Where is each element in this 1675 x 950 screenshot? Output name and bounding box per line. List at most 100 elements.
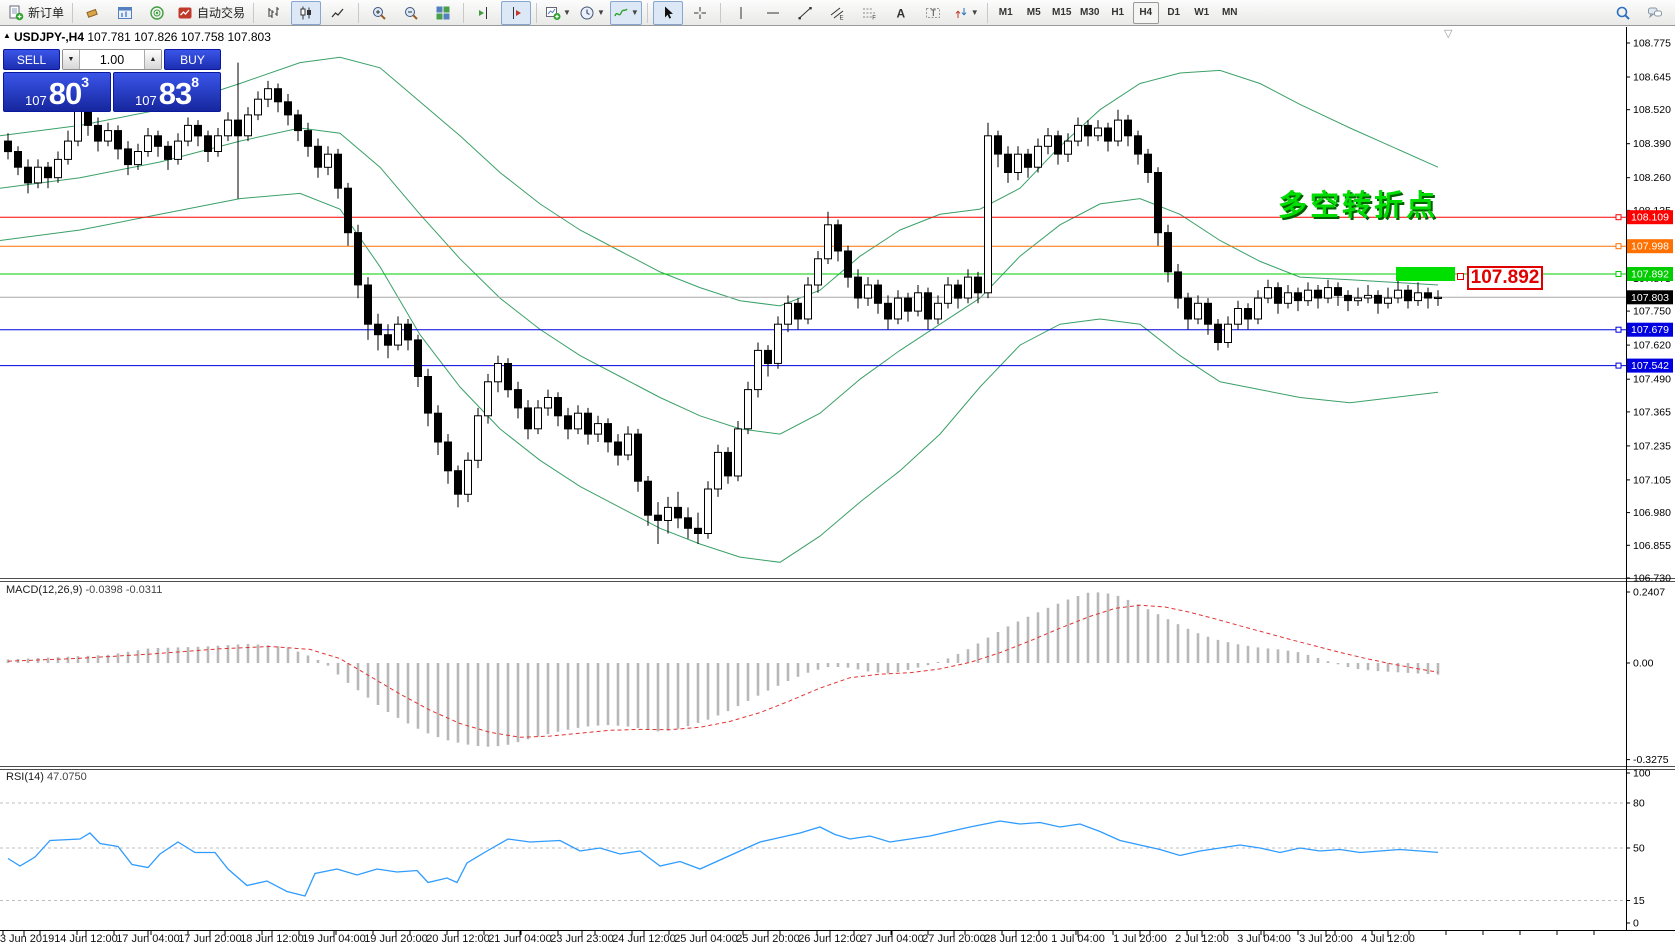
- new-order-icon: [9, 5, 24, 20]
- pane-separators[interactable]: [0, 578, 1675, 770]
- horizontal-line-icon: [766, 12, 779, 13]
- eraser-button[interactable]: [78, 1, 108, 25]
- timeframe-mn-button[interactable]: MN: [1221, 7, 1238, 18]
- indicators-icon: [614, 8, 628, 16]
- svg-text:108.520: 108.520: [1633, 104, 1671, 116]
- zoom-out-icon: [405, 6, 418, 20]
- horizontal-level-lines[interactable]: [0, 214, 1626, 369]
- volume-value[interactable]: 1.00: [99, 52, 125, 67]
- periods-button[interactable]: ▼: [576, 1, 608, 25]
- svg-text:0: 0: [1633, 918, 1639, 930]
- timeframe-m5-button[interactable]: M5: [1026, 7, 1041, 18]
- vertical-line-button[interactable]: [726, 1, 756, 25]
- toolbar-separator: [986, 2, 988, 23]
- chat-icon: [1648, 7, 1662, 18]
- timeframe-m30-button[interactable]: M30: [1079, 7, 1100, 18]
- time-label: 25 Jun 04:00: [674, 933, 738, 945]
- arrows-dropdown-icon[interactable]: ▼: [970, 8, 979, 17]
- time-label: 1 Jul 20:00: [1113, 933, 1167, 945]
- svg-text:107.679: 107.679: [1631, 324, 1669, 336]
- svg-text:80: 80: [1633, 798, 1645, 810]
- arrows-button[interactable]: ▼: [950, 1, 982, 25]
- zoom-out-button[interactable]: [396, 1, 426, 25]
- fibonacci-button[interactable]: F: [854, 1, 884, 25]
- hline-handle[interactable]: [1615, 243, 1622, 250]
- new-order-button[interactable]: 新订单: [5, 1, 67, 25]
- svg-text:50: 50: [1633, 843, 1645, 855]
- chart-shift-button[interactable]: [501, 0, 532, 25]
- svg-text:T: T: [930, 8, 936, 18]
- timeframe-h1-button[interactable]: H1: [1111, 7, 1125, 18]
- timeframe-d1-button[interactable]: D1: [1167, 7, 1181, 18]
- timeframe-m15-button[interactable]: M15: [1051, 7, 1072, 18]
- zoom-in-button[interactable]: [364, 1, 394, 25]
- buy-price-point: 8: [191, 74, 199, 90]
- sell-price-figure: 107: [25, 93, 47, 108]
- hline-handle[interactable]: [1615, 214, 1622, 221]
- periods-dropdown-icon[interactable]: ▼: [596, 8, 605, 17]
- timeframe-m1-button[interactable]: M1: [998, 7, 1013, 18]
- equidistant-channel-icon: E: [830, 7, 843, 21]
- hline-handle[interactable]: [1615, 326, 1622, 333]
- time-label: 3 Jul 04:00: [1237, 933, 1291, 945]
- search-button[interactable]: [1608, 1, 1638, 25]
- time-label: 2 Jul 12:00: [1175, 933, 1229, 945]
- trendline-icon: [798, 6, 812, 19]
- chart-window[interactable]: 108.775 108.645 108.520 108.390 108.260 108.1…: [0, 27, 1675, 950]
- hline-handle[interactable]: [1615, 271, 1622, 277]
- time-label: 19 Jun 04:00: [302, 933, 366, 945]
- hline-handle[interactable]: [1615, 362, 1622, 369]
- price-axis[interactable]: 108.775 108.645 108.520 108.390 108.260 108.1…: [1626, 38, 1673, 930]
- volume-increase-icon[interactable]: ▲: [144, 50, 161, 69]
- indicators-dropdown-icon[interactable]: ▼: [630, 8, 639, 17]
- one-click-trading-panel: SELL ▼ 1.00 ▲ BUY 107 80 3 107 83 8: [3, 49, 221, 112]
- auto-trading-label: 自动交易: [197, 6, 246, 20]
- time-label: 27 Jun 04:00: [860, 933, 924, 945]
- timeframe-w1-button[interactable]: W1: [1194, 7, 1210, 18]
- svg-text:107.998: 107.998: [1631, 241, 1669, 253]
- new-chart-button[interactable]: ▼: [542, 1, 574, 25]
- price-callout-label[interactable]: 107.892: [1467, 266, 1543, 290]
- new-order-label: 新订单: [28, 6, 65, 20]
- chart-shift-marker-icon[interactable]: ▽: [1444, 28, 1453, 40]
- chart-window-button[interactable]: [110, 1, 140, 25]
- text-label-button[interactable]: T: [918, 1, 948, 25]
- svg-text:-0.3275: -0.3275: [1633, 754, 1669, 766]
- svg-text:107.235: 107.235: [1633, 440, 1671, 452]
- highlight-rectangle[interactable]: [1396, 267, 1455, 281]
- chart-annotation-text[interactable]: 多空转折点: [1278, 190, 1439, 222]
- auto-trading-button[interactable]: 自动交易: [174, 1, 248, 25]
- line-chart-button[interactable]: [323, 1, 353, 25]
- timeframe-h4-button[interactable]: H4: [1132, 1, 1159, 24]
- tile-windows-button[interactable]: [428, 1, 458, 25]
- cursor-button[interactable]: [652, 0, 683, 25]
- new-chart-dropdown-icon[interactable]: ▼: [563, 8, 571, 17]
- time-label: 17 Jun 20:00: [178, 933, 242, 945]
- time-label: 24 Jun 12:00: [612, 933, 676, 945]
- candlestick-chart-button[interactable]: [291, 0, 322, 25]
- candles-layer: [4, 62, 1442, 544]
- text-button[interactable]: A: [886, 1, 916, 25]
- equidistant-channel-button[interactable]: E: [822, 1, 852, 25]
- sell-price[interactable]: 107 80 3: [3, 72, 111, 112]
- volume-decrease-icon[interactable]: ▼: [63, 50, 80, 69]
- horizontal-line-button[interactable]: [758, 1, 788, 25]
- radar-button[interactable]: [142, 1, 172, 25]
- text-label-icon: T: [925, 7, 940, 18]
- buy-price[interactable]: 107 83 8: [113, 72, 221, 112]
- chat-button[interactable]: [1640, 1, 1670, 25]
- trendline-button[interactable]: [790, 1, 820, 25]
- sell-button[interactable]: SELL: [3, 49, 60, 70]
- bar-chart-button[interactable]: [259, 1, 289, 25]
- quote-panel-toggle-icon[interactable]: ▲: [3, 31, 11, 40]
- crosshair-button[interactable]: [685, 1, 715, 25]
- toolbar-separator: [253, 2, 255, 23]
- indicators-button[interactable]: ▼: [609, 0, 642, 25]
- macd-pane-label: MACD(12,26,9) -0.0398 -0.0311: [6, 584, 162, 596]
- svg-text:F: F: [872, 15, 876, 21]
- auto-scroll-button[interactable]: [469, 1, 499, 25]
- buy-button[interactable]: BUY: [164, 49, 221, 70]
- chart-canvas[interactable]: 108.775 108.645 108.520 108.390 108.260 108.1…: [0, 27, 1675, 950]
